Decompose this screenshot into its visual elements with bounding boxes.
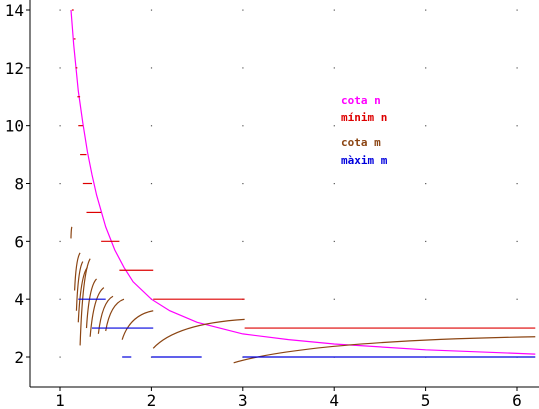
grid-dot (242, 125, 244, 127)
series-màxim-m (78, 298, 536, 358)
grid-dot (59, 67, 61, 69)
grid-dot (242, 9, 244, 11)
grid-dot (150, 240, 153, 243)
series-cota-m (70, 226, 536, 364)
arc-segment (85, 278, 98, 329)
legend-item: màxim m (341, 154, 388, 167)
grid-dot (59, 125, 61, 127)
grid-dot (516, 240, 518, 243)
y-tick-label: 10 (5, 117, 24, 136)
grid-dot (150, 125, 153, 127)
arc-segment (79, 258, 91, 346)
arc-segment (75, 261, 84, 311)
y-tick-label: 14 (5, 1, 24, 20)
axes (26, 0, 539, 391)
grid-dot (333, 9, 335, 11)
grid-dot (425, 183, 427, 185)
grid-dot (425, 9, 427, 11)
series-line (70, 9, 536, 355)
grid-dot (59, 183, 61, 185)
series-layer (70, 9, 536, 364)
grid-dot (516, 125, 518, 127)
arc-segment (105, 298, 125, 332)
grid-dot (150, 183, 153, 185)
arc-segment (121, 310, 154, 340)
grid-dot (516, 9, 518, 11)
grid-dot (59, 356, 61, 358)
grid-dot (59, 240, 61, 243)
grid-dot (516, 183, 518, 185)
y-tick-label: 8 (14, 175, 24, 194)
grid-dot (242, 183, 244, 185)
grid-dot (150, 67, 153, 69)
grid (59, 9, 518, 358)
y-tick-label: 6 (14, 232, 24, 251)
grid-dot (150, 9, 153, 11)
series-cota-n (70, 9, 536, 355)
legend-item: mínim n (341, 111, 387, 124)
grid-dot (333, 125, 335, 127)
x-tick-label: 2 (147, 391, 157, 409)
grid-dot (425, 298, 427, 300)
grid-dot (516, 67, 518, 69)
grid-dot (242, 240, 244, 243)
grid-dot (425, 125, 427, 127)
arc-segment (70, 226, 73, 239)
grid-dot (516, 298, 518, 300)
grid-dot (242, 67, 244, 69)
arc-segment (233, 336, 536, 364)
x-tick-label: 4 (329, 391, 339, 409)
grid-dot (333, 240, 335, 243)
grid-dot (425, 240, 427, 243)
legend-item: cota m (341, 136, 381, 149)
grid-dot (333, 67, 335, 69)
grid-dot (333, 298, 335, 300)
x-tick-label: 5 (421, 391, 431, 409)
grid-dot (333, 183, 335, 185)
arc-segment (97, 295, 114, 334)
y-tick-label: 4 (14, 290, 24, 309)
x-tick-label: 3 (238, 391, 248, 409)
x-tick-label: 6 (512, 391, 522, 409)
arc-segment (89, 287, 105, 337)
arc-segment (152, 318, 245, 349)
grid-dot (59, 9, 61, 11)
legend-item: cota n (341, 94, 381, 107)
grid-dot (59, 298, 61, 300)
x-tick-label: 1 (55, 391, 65, 409)
y-tick-label: 12 (5, 59, 24, 78)
y-tick-label: 2 (14, 348, 24, 367)
arc-segment (74, 252, 81, 291)
grid-dot (425, 67, 427, 69)
series-mínim-n (71, 9, 536, 329)
legend: cota n mínim n cota m màxim m (341, 94, 388, 167)
